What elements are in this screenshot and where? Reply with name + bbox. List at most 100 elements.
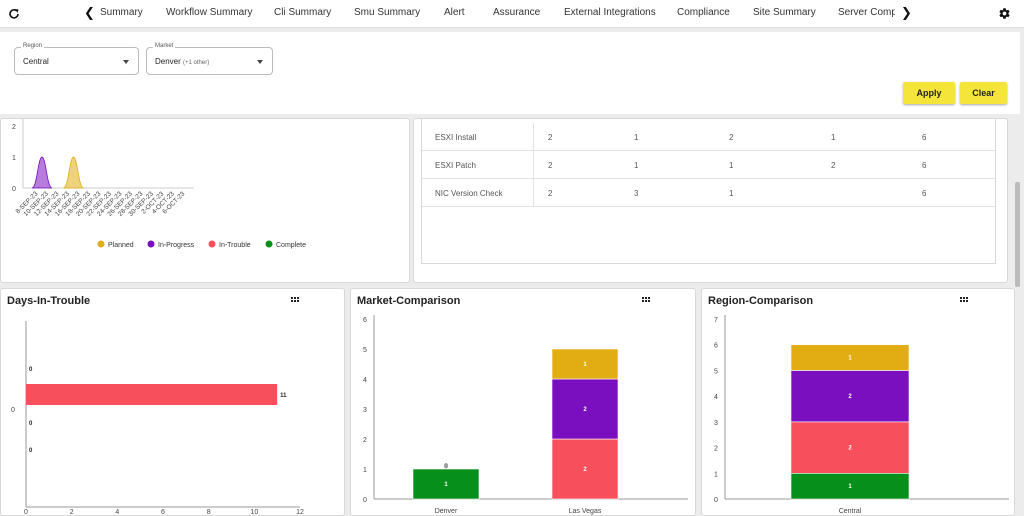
chevron-left-icon[interactable]: ❮ — [84, 5, 95, 20]
legend-label: In-Progress — [158, 242, 195, 249]
y-tick-label: 1 — [363, 467, 367, 474]
filter-bar: Region Central Market Denver (+1 other) … — [0, 32, 1020, 114]
area-mark — [63, 156, 84, 189]
legend-swatch — [97, 240, 105, 248]
y-tick-label: 6 — [714, 343, 718, 350]
x-tick-label: 8 — [207, 509, 211, 516]
region-comparison-card: Region-Comparison 0 1 2 3 4 5 6 7 1 2 2 1 Central — [701, 288, 1015, 516]
timeline-card: 0 1 2 8-SEP-23 10-SEP-23 12-SEP-23 14-SEP-23 16… — [0, 118, 410, 283]
tab-compliance[interactable]: Compliance — [677, 7, 730, 18]
data-label: 1 — [848, 484, 852, 490]
data-label: 2 — [848, 446, 852, 452]
market-select[interactable]: Market Denver (+1 other) — [146, 43, 273, 75]
legend-swatch — [208, 240, 216, 248]
market-select-label: Market — [153, 43, 176, 49]
days-in-trouble-chart: 0 2 4 6 8 10 12 0 0 11 0 0 — [11, 321, 304, 516]
legend-swatch — [265, 240, 273, 248]
page-scrollbar[interactable] — [1015, 182, 1020, 287]
tab-cli-summary[interactable]: Cli Summary — [274, 7, 332, 18]
legend-label: Complete — [276, 242, 306, 249]
days-in-trouble-card: Days-In-Trouble 0 2 4 6 8 10 12 0 0 11 0 0 — [0, 288, 345, 516]
region-comparison-title: Region-Comparison — [708, 295, 814, 307]
data-label: 0 — [29, 421, 33, 427]
data-label: 1 — [848, 356, 852, 362]
y-tick-label: 4 — [714, 394, 718, 401]
legend-label: In-Trouble — [219, 242, 251, 249]
y-tick-label: 0 — [714, 497, 718, 504]
x-tick-label: 10 — [250, 509, 258, 516]
data-label: 2 — [583, 407, 587, 413]
refresh-icon[interactable] — [8, 8, 20, 20]
x-tick-label: Central — [839, 508, 862, 515]
y-tick-label: 6 — [363, 317, 367, 324]
table-cell: 2 — [548, 161, 553, 170]
region-comparison-chart: 0 1 2 3 4 5 6 7 1 2 2 1 Central — [714, 315, 1009, 515]
data-label: 2 — [583, 467, 587, 473]
table-cell: 1 — [831, 133, 836, 142]
timeline-chart: 0128-SEP-2310-SEP-2312-SEP-2314-SEP-2316… — [12, 119, 306, 249]
bar-segment-planned — [790, 344, 910, 371]
table-cell-name: NIC Version Check — [435, 189, 503, 198]
data-label: 0 — [29, 448, 33, 454]
clear-button[interactable]: Clear — [960, 82, 1007, 104]
tab-alert[interactable]: Alert — [444, 7, 465, 18]
tab-assurance[interactable]: Assurance — [493, 7, 541, 18]
x-tick-label: 6 — [161, 509, 165, 516]
legend-item: Planned — [97, 240, 134, 249]
table-cell: 1 — [729, 189, 734, 198]
legend-item: In-Progress — [147, 240, 195, 249]
chevron-down-icon — [123, 60, 129, 64]
table-cell: 2 — [729, 133, 734, 142]
table-cell-name: ESXI Install — [435, 133, 477, 142]
grid-view-icon[interactable] — [642, 297, 650, 303]
legend-label: Planned — [108, 242, 134, 249]
region-select-label: Region — [21, 43, 45, 49]
table-cell: 1 — [634, 133, 639, 142]
x-tick-label: Las Vegas — [569, 508, 602, 515]
tab-workflow-summary[interactable]: Workflow Summary — [166, 7, 253, 18]
table-cell: 6 — [922, 189, 927, 198]
x-tick-label: Denver — [435, 508, 458, 515]
y-tick-label: 2 — [12, 124, 16, 131]
y-tick-label: 4 — [363, 377, 367, 384]
y-tick-label: 1 — [12, 155, 16, 162]
table-cell: 3 — [634, 189, 639, 198]
region-select[interactable]: Region Central — [14, 43, 139, 75]
data-label: 0 — [444, 464, 448, 470]
y-tick-label: 7 — [714, 317, 718, 324]
x-tick-label: 0 — [24, 509, 28, 516]
days-in-trouble-title: Days-In-Trouble — [7, 295, 91, 307]
market-comparison-chart: 01234561000Denver0221Las Vegas — [363, 315, 688, 515]
apply-button[interactable]: Apply — [903, 82, 955, 104]
table-row: ESXI Install 2 1 2 1 6 — [422, 123, 995, 151]
grid-view-icon[interactable] — [960, 297, 968, 303]
bar-segment-in-trouble — [551, 438, 619, 500]
data-label: 0 — [29, 367, 33, 373]
table-cell: 1 — [729, 161, 734, 170]
table-cell: 1 — [634, 161, 639, 170]
data-label: 0 — [444, 464, 448, 470]
table-cell: 2 — [831, 161, 836, 170]
legend-swatch — [147, 240, 155, 248]
x-tick-label: 2 — [70, 509, 74, 516]
data-label: 2 — [848, 394, 852, 400]
y-tick-label: 5 — [714, 368, 718, 375]
grid-view-icon[interactable] — [291, 297, 299, 303]
y-tick-label: 5 — [363, 347, 367, 354]
tab-server-compliance[interactable]: Server Compl — [838, 7, 895, 18]
x-tick-label: 4 — [115, 509, 119, 516]
market-select-value: Denver (+1 other) — [155, 57, 210, 66]
top-nav-bar: ❮ Summary Workflow Summary Cli Summary S… — [0, 0, 1024, 28]
tab-summary[interactable]: Summary — [100, 7, 143, 18]
tab-external-integrations[interactable]: External Integrations — [564, 7, 656, 18]
tab-smu-summary[interactable]: Smu Summary — [354, 7, 421, 18]
bar-segment-complete — [790, 472, 910, 500]
chevron-down-icon — [257, 60, 263, 64]
chevron-right-icon[interactable]: ❯ — [901, 5, 912, 20]
y-tick-label: 1 — [714, 471, 718, 478]
gear-icon[interactable] — [998, 7, 1011, 20]
bar-segment-in-trouble — [790, 421, 910, 474]
tab-site-summary[interactable]: Site Summary — [753, 7, 816, 18]
bar-segment-complete — [412, 468, 480, 500]
market-select-extra: (+1 other) — [183, 60, 210, 66]
